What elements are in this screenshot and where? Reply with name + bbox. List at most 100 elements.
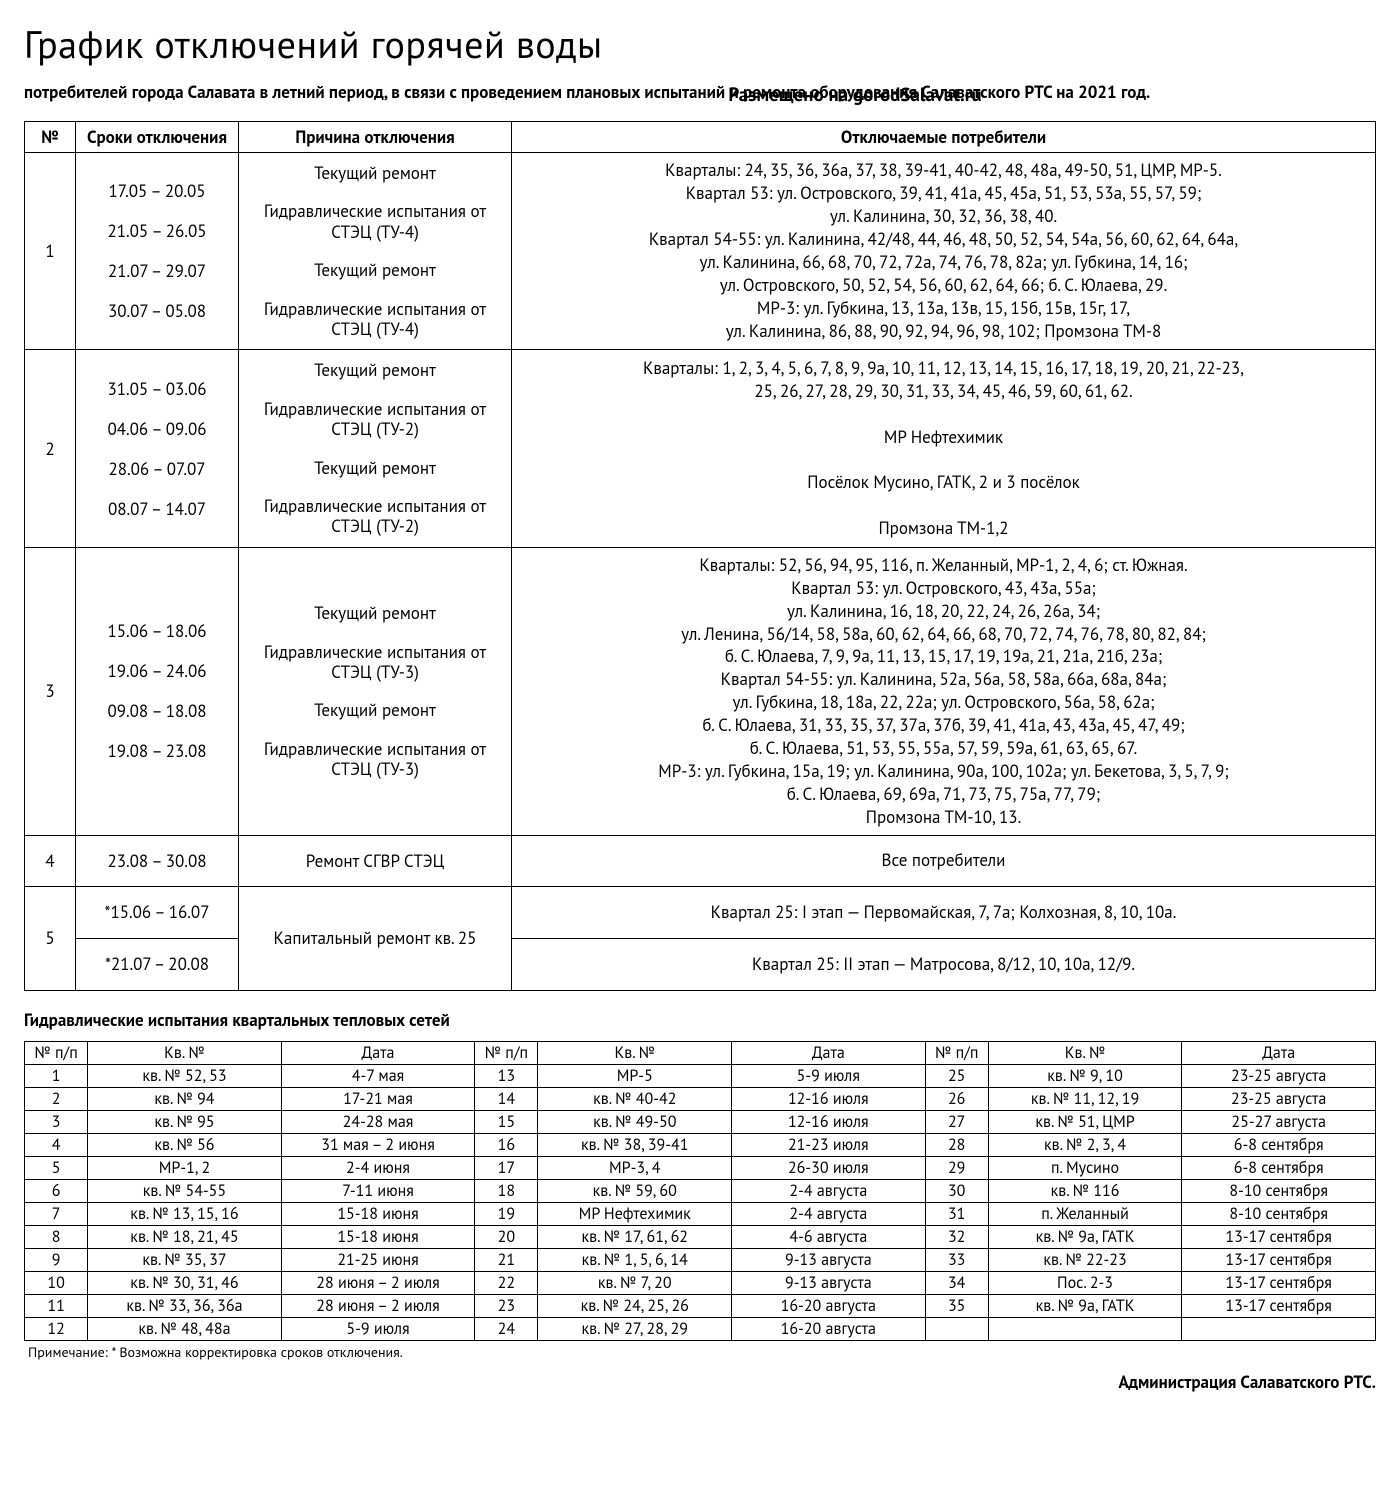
small-kv: кв. № 11, 12, 19 [988,1087,1182,1110]
date-entry: 30.07 – 05.08 [82,300,232,322]
small-kv: кв. № 52, 53 [88,1064,282,1087]
date-entry: 21.05 – 26.05 [82,220,232,242]
small-kv: кв. № 49-50 [538,1110,732,1133]
small-kv: кв. № 51, ЦМР [988,1110,1182,1133]
small-kv: кв. № 22-23 [988,1248,1182,1271]
small-date: 9-13 августа [732,1271,926,1294]
reason-entry: Текущий ремонт [245,603,505,623]
small-date: 28 июня – 2 июля [281,1294,475,1317]
reason-entry: Текущий ремонт [245,360,505,380]
small-kv: кв. № 13, 15, 16 [88,1202,282,1225]
small-kv: кв. № 17, 61, 62 [538,1225,732,1248]
small-col-num: № п/п [25,1041,88,1064]
small-num [925,1317,988,1340]
small-kv: МР-5 [538,1064,732,1087]
date-entry: 15.06 – 18.06 [82,620,232,642]
small-num: 26 [925,1087,988,1110]
small-date: 9-13 августа [732,1248,926,1271]
row-consumers: Квартал 25: II этап — Матросова, 8/12, 1… [512,938,1376,990]
small-num: 11 [25,1294,88,1317]
row-reason: Ремонт СГВР СТЭЦ [239,835,512,886]
small-kv: кв. № 95 [88,1110,282,1133]
small-date: 24-28 мая [281,1110,475,1133]
date-entry: 19.08 – 23.08 [82,740,232,762]
small-date: 12-16 июля [732,1087,926,1110]
small-date: 7-11 июня [281,1179,475,1202]
small-num: 23 [475,1294,538,1317]
small-kv: кв. № 94 [88,1087,282,1110]
small-num: 13 [475,1064,538,1087]
small-kv: кв. № 18, 21, 45 [88,1225,282,1248]
date-entry: 09.08 – 18.08 [82,700,232,722]
small-kv: кв. № 2, 3, 4 [988,1133,1182,1156]
small-num: 18 [475,1179,538,1202]
small-date: 13-17 сентября [1182,1225,1376,1248]
row-num: 4 [25,835,76,886]
small-kv [988,1317,1182,1340]
small-kv: кв. № 40-42 [538,1087,732,1110]
small-num: 3 [25,1110,88,1133]
small-col-kv: Кв. № [88,1041,282,1064]
row-num: 3 [25,547,76,835]
reason-entry: Гидравлические испытания от СТЭЦ (ТУ-3) [245,739,505,780]
small-num: 15 [475,1110,538,1133]
small-num: 17 [475,1156,538,1179]
small-kv: п. Желанный [988,1202,1182,1225]
small-date: 8-10 сентября [1182,1202,1376,1225]
small-kv: кв. № 48, 48а [88,1317,282,1340]
small-date: 2-4 июня [281,1156,475,1179]
small-col-num: № п/п [925,1041,988,1064]
small-date: 28 июня – 2 июля [281,1271,475,1294]
row-consumers: Кварталы: 24, 35, 36, 36а, 37, 38, 39-41… [512,153,1376,350]
small-num: 19 [475,1202,538,1225]
small-kv: Пос. 2-3 [988,1271,1182,1294]
small-date: 23-25 августа [1182,1087,1376,1110]
small-num: 2 [25,1087,88,1110]
small-kv: кв. № 1, 5, 6, 14 [538,1248,732,1271]
small-kv: МР-1, 2 [88,1156,282,1179]
section2-title: Гидравлические испытания квартальных теп… [24,1009,1376,1031]
signature: Администрация Салаватского РТС. [24,1371,1376,1393]
col-dates: Сроки отключения [76,122,239,153]
small-num: 33 [925,1248,988,1271]
small-date: 13-17 сентября [1182,1248,1376,1271]
reason-entry: Гидравлические испытания от СТЭЦ (ТУ-2) [245,496,505,537]
row-reason: Капитальный ремонт кв. 25 [239,886,512,990]
reason-entry: Текущий ремонт [245,163,505,183]
small-date: 15-18 июня [281,1225,475,1248]
small-kv: кв. № 7, 20 [538,1271,732,1294]
reason-entry: Текущий ремонт [245,700,505,720]
small-kv: кв. № 30, 31, 46 [88,1271,282,1294]
footnote: Примечание: * Возможна корректировка сро… [28,1343,1376,1361]
small-date: 21-25 июня [281,1248,475,1271]
small-date: 2-4 августа [732,1179,926,1202]
small-col-date: Дата [732,1041,926,1064]
small-kv: кв. № 38, 39-41 [538,1133,732,1156]
small-date: 8-10 сентября [1182,1179,1376,1202]
date-entry: 31.05 – 03.06 [82,378,232,400]
small-num: 34 [925,1271,988,1294]
small-date: 26-30 июля [732,1156,926,1179]
date-entry: 04.06 – 09.06 [82,418,232,440]
row-num: 2 [25,350,76,547]
small-kv: кв. № 56 [88,1133,282,1156]
small-date: 13-17 сентября [1182,1271,1376,1294]
page-title: График отключений горячей воды [24,20,1376,69]
row-consumers: Квартал 25: I этап — Первомайская, 7, 7а… [512,886,1376,938]
row-dates: 31.05 – 03.0604.06 – 09.0628.06 – 07.070… [76,350,239,547]
small-num: 25 [925,1064,988,1087]
small-num: 9 [25,1248,88,1271]
small-num: 7 [25,1202,88,1225]
small-num: 31 [925,1202,988,1225]
row-num: 5 [25,886,76,990]
small-num: 14 [475,1087,538,1110]
small-kv: кв. № 24, 25, 26 [538,1294,732,1317]
small-date: 31 мая – 2 июня [281,1133,475,1156]
col-num: № [25,122,76,153]
small-num: 12 [25,1317,88,1340]
small-date: 21-23 июля [732,1133,926,1156]
row-reason: Текущий ремонт Гидравлические испытания о… [239,350,512,547]
small-num: 30 [925,1179,988,1202]
small-date: 6-8 сентября [1182,1133,1376,1156]
small-date: 6-8 сентября [1182,1156,1376,1179]
